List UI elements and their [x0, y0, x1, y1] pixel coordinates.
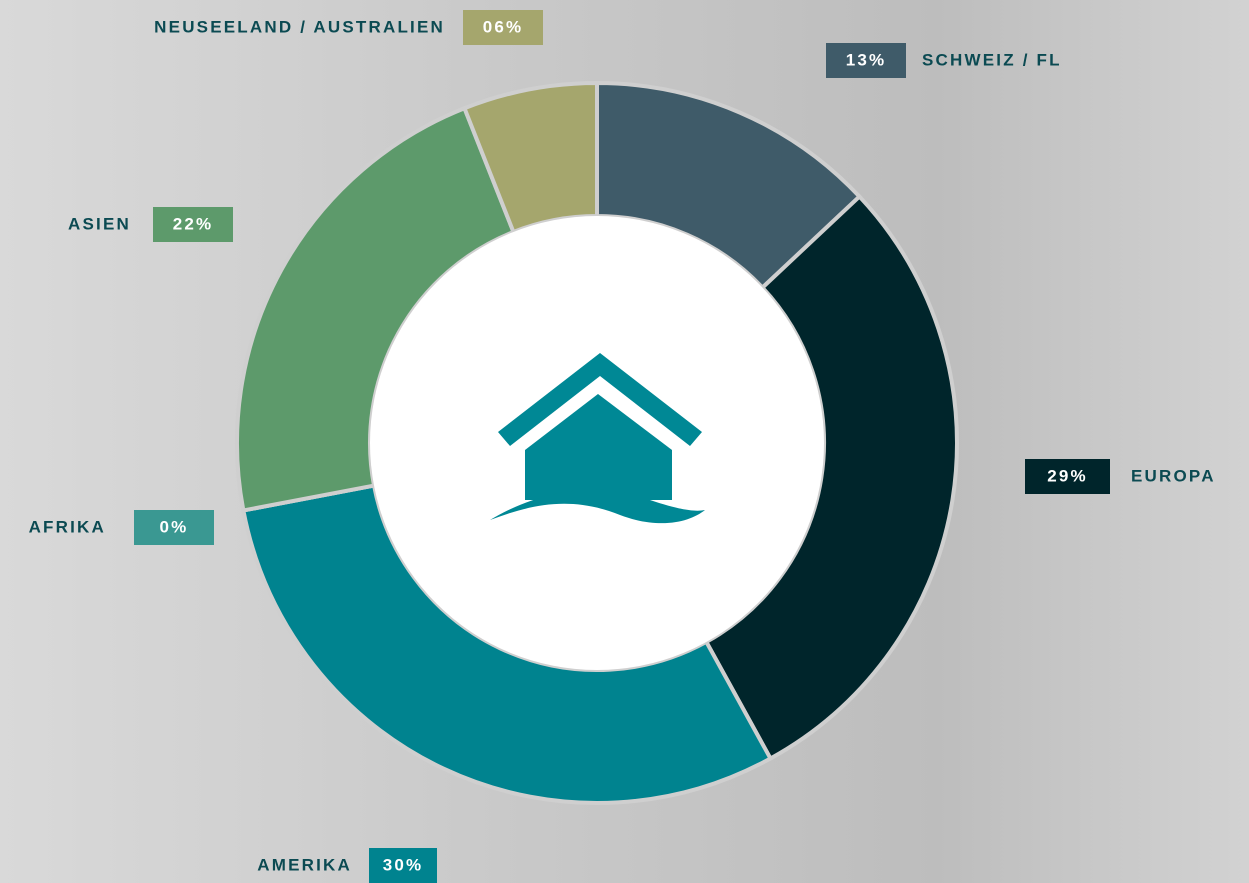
category-label: AMERIKA: [257, 855, 352, 874]
label-badge: [1025, 459, 1110, 494]
category-label: NEUSEELAND / AUSTRALIEN: [154, 17, 445, 36]
category-label: AFRIKA: [29, 517, 106, 536]
house-icon: [490, 353, 705, 524]
label-badge: [463, 10, 543, 45]
label-badge: [369, 848, 437, 883]
donut-slice: [241, 483, 774, 805]
label-badge: [153, 207, 233, 242]
value-label: 13%: [846, 50, 887, 69]
category-label: EUROPA: [1131, 466, 1216, 485]
value-label: 22%: [173, 214, 214, 233]
category-label: ASIEN: [68, 214, 131, 233]
donut: [235, 80, 959, 805]
value-label: 06%: [483, 17, 524, 36]
label-badge: [134, 510, 214, 545]
value-label: 30%: [383, 855, 424, 874]
label-badge: [826, 43, 906, 78]
category-label: SCHWEIZ / FL: [922, 50, 1062, 69]
value-label: 29%: [1047, 466, 1088, 485]
value-label: 0%: [160, 517, 189, 536]
